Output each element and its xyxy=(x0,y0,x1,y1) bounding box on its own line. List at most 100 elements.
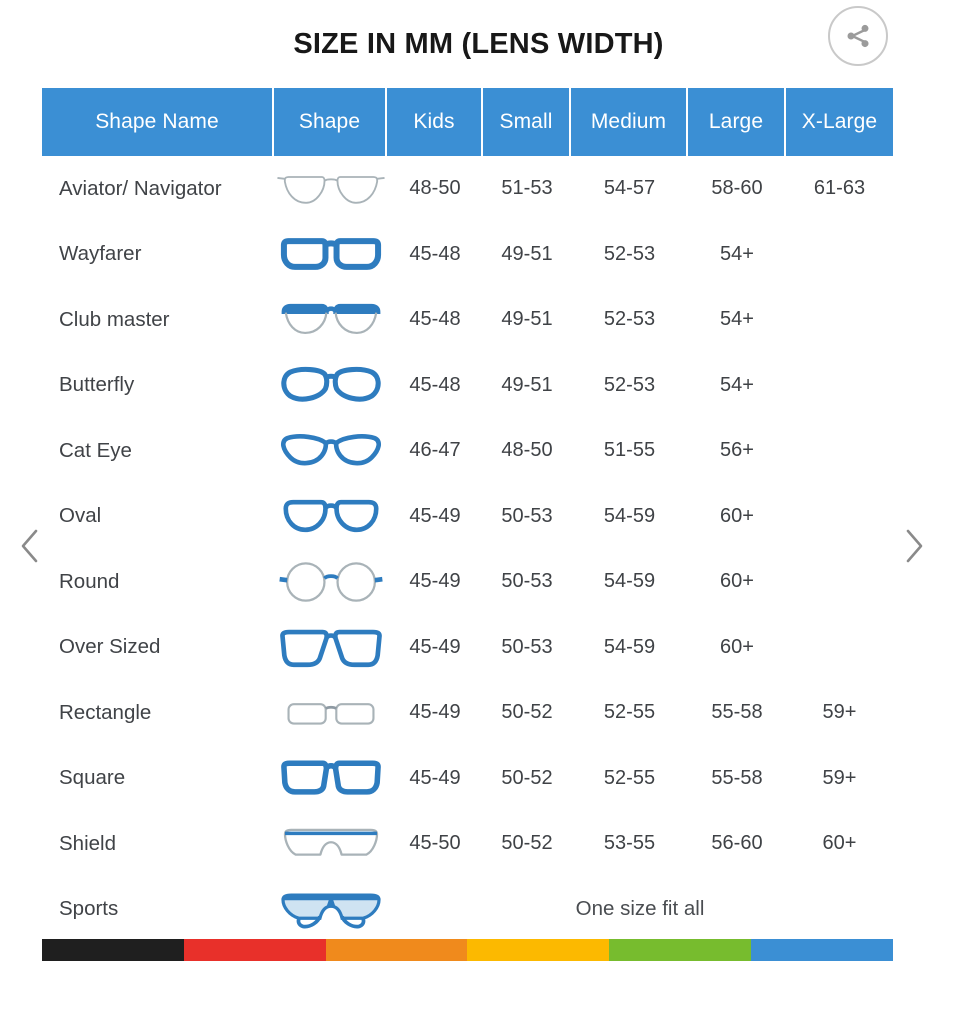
cell-medium: 54-59 xyxy=(603,635,656,658)
cell-medium: 54-59 xyxy=(603,504,656,527)
cell-xlarge: 59+ xyxy=(822,701,857,724)
shield-glasses-icon xyxy=(275,821,387,867)
cateye-glasses-icon xyxy=(275,427,387,475)
color-segment-blue xyxy=(751,939,893,961)
cell-large: 60+ xyxy=(720,570,754,593)
size-chart-table: Shape Name Shape Kids Small Medium Large… xyxy=(42,88,893,942)
cell-kids: 45-48 xyxy=(409,308,461,331)
table-body: Aviator/ Navigator 48-50 51-53 54-57 58-60 61… xyxy=(42,156,893,942)
cell-shape-name: Aviator/ Navigator xyxy=(59,176,222,200)
cell-kids: 45-50 xyxy=(409,832,461,855)
share-button[interactable] xyxy=(828,6,888,66)
cell-medium: 52-55 xyxy=(603,701,656,724)
cell-kids: 45-48 xyxy=(409,242,461,265)
cell-shape-graphic xyxy=(274,296,387,344)
cell-shape-graphic xyxy=(274,754,387,802)
rectangle-glasses-icon xyxy=(275,690,387,736)
round-glasses-icon xyxy=(275,557,387,607)
cell-large: 54+ xyxy=(720,373,754,396)
cell-medium: 52-55 xyxy=(603,766,656,789)
cell-large: 54+ xyxy=(720,242,754,265)
column-header-xlarge: X-Large xyxy=(801,110,878,133)
cell-shape-graphic xyxy=(274,230,387,278)
column-header-medium: Medium xyxy=(571,88,688,156)
cell-small: 49-51 xyxy=(501,373,553,396)
share-icon xyxy=(844,22,872,50)
table-row: Square 45-49 50-52 52-55 55-58 59+ xyxy=(42,746,893,812)
wayfarer-glasses-icon xyxy=(275,230,387,278)
cell-kids: 48-50 xyxy=(409,177,461,200)
cell-small: 51-53 xyxy=(501,177,553,200)
cell-small: 50-52 xyxy=(501,766,553,789)
cell-small: 50-53 xyxy=(501,504,553,527)
title-bar: SIZE IN MM (LENS WIDTH) xyxy=(0,0,957,88)
chevron-right-icon xyxy=(901,526,927,566)
cell-small: 49-51 xyxy=(501,308,553,331)
cell-shape-name: Butterfly xyxy=(59,373,135,397)
cell-small: 49-51 xyxy=(501,242,553,265)
chevron-left-icon xyxy=(17,526,43,566)
cell-medium: 52-53 xyxy=(603,308,656,331)
next-arrow-button[interactable] xyxy=(886,518,942,574)
cell-shape-graphic xyxy=(274,361,387,409)
column-header-shape: Shape xyxy=(274,88,387,156)
page-title: SIZE IN MM (LENS WIDTH) xyxy=(293,27,664,60)
cell-small: 48-50 xyxy=(501,439,553,462)
prev-arrow-button[interactable] xyxy=(2,518,58,574)
cell-kids: 45-49 xyxy=(409,570,461,593)
cell-kids: 45-48 xyxy=(409,373,461,396)
cell-xlarge: 60+ xyxy=(822,832,857,855)
oval-glasses-icon xyxy=(275,492,387,540)
cell-shape-graphic xyxy=(274,690,387,736)
cell-shape-graphic xyxy=(274,557,387,607)
cell-small: 50-52 xyxy=(501,832,553,855)
cell-kids: 45-49 xyxy=(409,635,461,658)
cell-large: 56+ xyxy=(720,439,754,462)
cell-shape-name: Square xyxy=(59,766,126,790)
cell-shape-name: Oval xyxy=(59,504,102,528)
cell-small: 50-52 xyxy=(501,701,553,724)
cell-kids: 45-49 xyxy=(409,766,461,789)
cell-shape-graphic xyxy=(274,622,387,672)
color-segment-red xyxy=(183,939,326,961)
cell-small: 50-53 xyxy=(501,570,553,593)
table-row: Butterfly 45-48 49-51 52-53 54+ xyxy=(42,353,893,419)
cell-medium: 52-53 xyxy=(603,242,656,265)
square-glasses-icon xyxy=(275,754,387,802)
column-header-kids: Kids xyxy=(387,88,483,156)
table-row: Wayfarer 45-48 49-51 52-53 54+ xyxy=(42,222,893,288)
cell-medium: 51-55 xyxy=(603,439,656,462)
cell-medium: 52-53 xyxy=(603,373,656,396)
table-row: Sports One size fit all xyxy=(42,877,893,943)
cell-medium: 53-55 xyxy=(603,832,656,855)
column-header-large: Large xyxy=(688,88,786,156)
cell-large: 55-58 xyxy=(711,766,763,789)
cell-shape-name: Round xyxy=(59,569,120,593)
aviator-glasses-icon xyxy=(275,165,387,213)
cell-shape-name: Cat Eye xyxy=(59,438,132,462)
cell-large: 58-60 xyxy=(711,177,763,200)
color-segment-black xyxy=(42,939,184,961)
table-row: Shield 45-50 50-52 53-55 56-60 60+ xyxy=(42,811,893,877)
cell-large: 60+ xyxy=(720,635,754,658)
table-row: Cat Eye 46-47 48-50 51-55 56+ xyxy=(42,418,893,484)
cell-shape-graphic xyxy=(274,427,387,475)
cell-shape-name: Rectangle xyxy=(59,700,152,724)
cell-shape-graphic xyxy=(274,165,387,213)
cell-kids: 45-49 xyxy=(409,504,461,527)
cell-shape-name: Sports xyxy=(59,897,119,921)
column-header-shape-name: Shape Name xyxy=(42,88,274,156)
table-row: Rectangle 45-49 50-52 52-55 55-58 59+ xyxy=(42,680,893,746)
table-row: Round 45-49 50-53 54-59 60+ xyxy=(42,549,893,615)
butterfly-glasses-icon xyxy=(275,361,387,409)
cell-shape-name: Club master xyxy=(59,307,170,331)
cell-large: 54+ xyxy=(720,308,754,331)
color-segment-green xyxy=(609,939,752,961)
cell-small: 50-53 xyxy=(501,635,553,658)
cell-kids: 46-47 xyxy=(409,439,461,462)
cell-one-size-fit-all: One size fit all xyxy=(575,897,705,921)
table-row: Oval 45-49 50-53 54-59 60+ xyxy=(42,484,893,550)
color-legend-bar xyxy=(42,939,893,961)
cell-large: 55-58 xyxy=(711,701,763,724)
table-row: Over Sized 45-49 50-53 54-59 60+ xyxy=(42,615,893,681)
